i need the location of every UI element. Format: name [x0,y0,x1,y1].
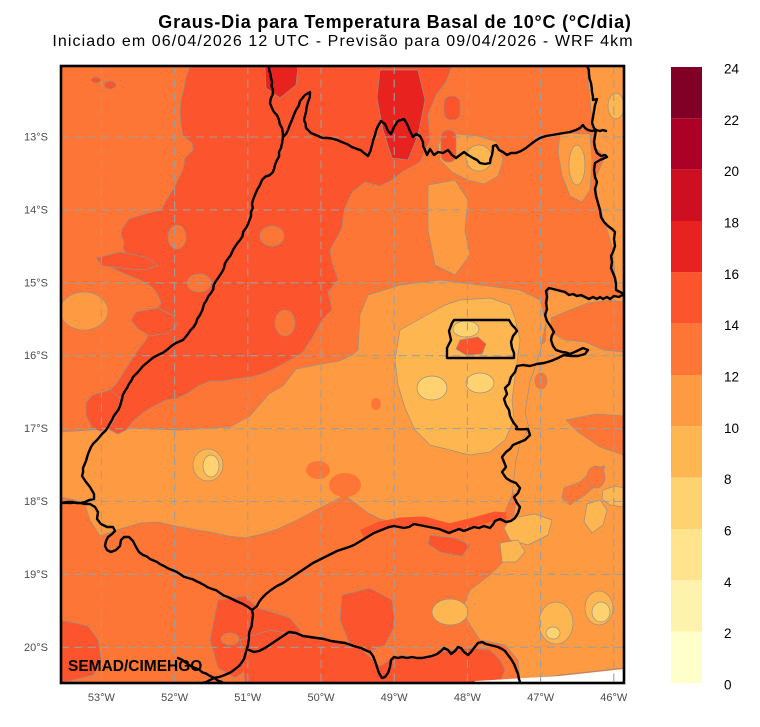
svg-text:20: 20 [724,164,739,179]
svg-text:2: 2 [724,626,732,641]
svg-text:16°S: 16°S [24,350,48,362]
svg-text:14°S: 14°S [24,204,48,216]
svg-text:14: 14 [724,318,740,333]
svg-text:8: 8 [724,472,732,487]
svg-text:52°W: 52°W [161,692,189,704]
svg-text:47°W: 47°W [527,692,555,704]
svg-text:16: 16 [724,267,739,282]
svg-text:22: 22 [724,113,739,128]
svg-text:53°W: 53°W [88,692,116,704]
svg-text:0: 0 [724,678,732,693]
svg-text:51°W: 51°W [234,692,262,704]
svg-text:46°W: 46°W [600,692,628,704]
svg-text:20°S: 20°S [24,642,48,654]
svg-text:12: 12 [724,370,739,385]
svg-text:49°W: 49°W [381,692,409,704]
svg-text:18°S: 18°S [24,496,48,508]
svg-text:18: 18 [724,216,739,231]
svg-text:50°W: 50°W [307,692,335,704]
svg-text:13°S: 13°S [24,132,48,144]
svg-text:10: 10 [724,421,739,436]
svg-text:6: 6 [724,524,732,539]
svg-text:24: 24 [724,62,740,77]
svg-text:17°S: 17°S [24,423,48,435]
svg-text:15°S: 15°S [24,277,48,289]
svg-text:4: 4 [724,575,732,590]
svg-text:SEMAD/CIMEHGO: SEMAD/CIMEHGO [68,658,202,675]
svg-text:48°W: 48°W [454,692,482,704]
svg-text:19°S: 19°S [24,569,48,581]
